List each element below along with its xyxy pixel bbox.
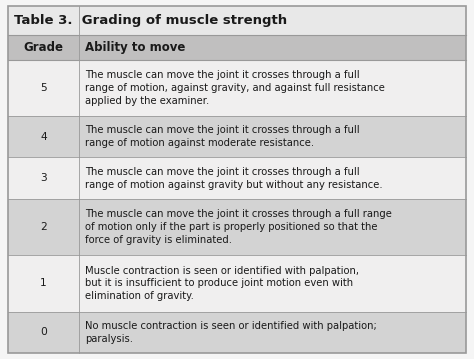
Text: The muscle can move the joint it crosses through a full
range of motion against : The muscle can move the joint it crosses… xyxy=(85,167,383,190)
Text: 1: 1 xyxy=(40,279,47,288)
Text: Muscle contraction is seen or identified with palpation,
but it is insufficient : Muscle contraction is seen or identified… xyxy=(85,266,359,301)
Text: The muscle can move the joint it crosses through a full
range of motion, against: The muscle can move the joint it crosses… xyxy=(85,70,385,106)
Text: No muscle contraction is seen or identified with palpation;
paralysis.: No muscle contraction is seen or identif… xyxy=(85,321,377,344)
FancyBboxPatch shape xyxy=(8,35,466,60)
FancyBboxPatch shape xyxy=(8,6,466,35)
FancyBboxPatch shape xyxy=(8,312,466,353)
Text: Grade: Grade xyxy=(24,41,64,54)
Text: 3: 3 xyxy=(40,173,47,183)
Text: 0: 0 xyxy=(40,327,47,337)
Text: The muscle can move the joint it crosses through a full
range of motion against : The muscle can move the joint it crosses… xyxy=(85,125,360,148)
FancyBboxPatch shape xyxy=(8,116,466,158)
FancyBboxPatch shape xyxy=(8,60,466,116)
Text: Table 3.  Grading of muscle strength: Table 3. Grading of muscle strength xyxy=(14,14,287,27)
FancyBboxPatch shape xyxy=(8,255,466,312)
Text: Ability to move: Ability to move xyxy=(85,41,185,54)
Text: The muscle can move the joint it crosses through a full range
of motion only if : The muscle can move the joint it crosses… xyxy=(85,209,392,245)
Text: 4: 4 xyxy=(40,132,47,142)
FancyBboxPatch shape xyxy=(8,158,466,199)
Text: 2: 2 xyxy=(40,222,47,232)
Text: 5: 5 xyxy=(40,83,47,93)
FancyBboxPatch shape xyxy=(8,199,466,255)
